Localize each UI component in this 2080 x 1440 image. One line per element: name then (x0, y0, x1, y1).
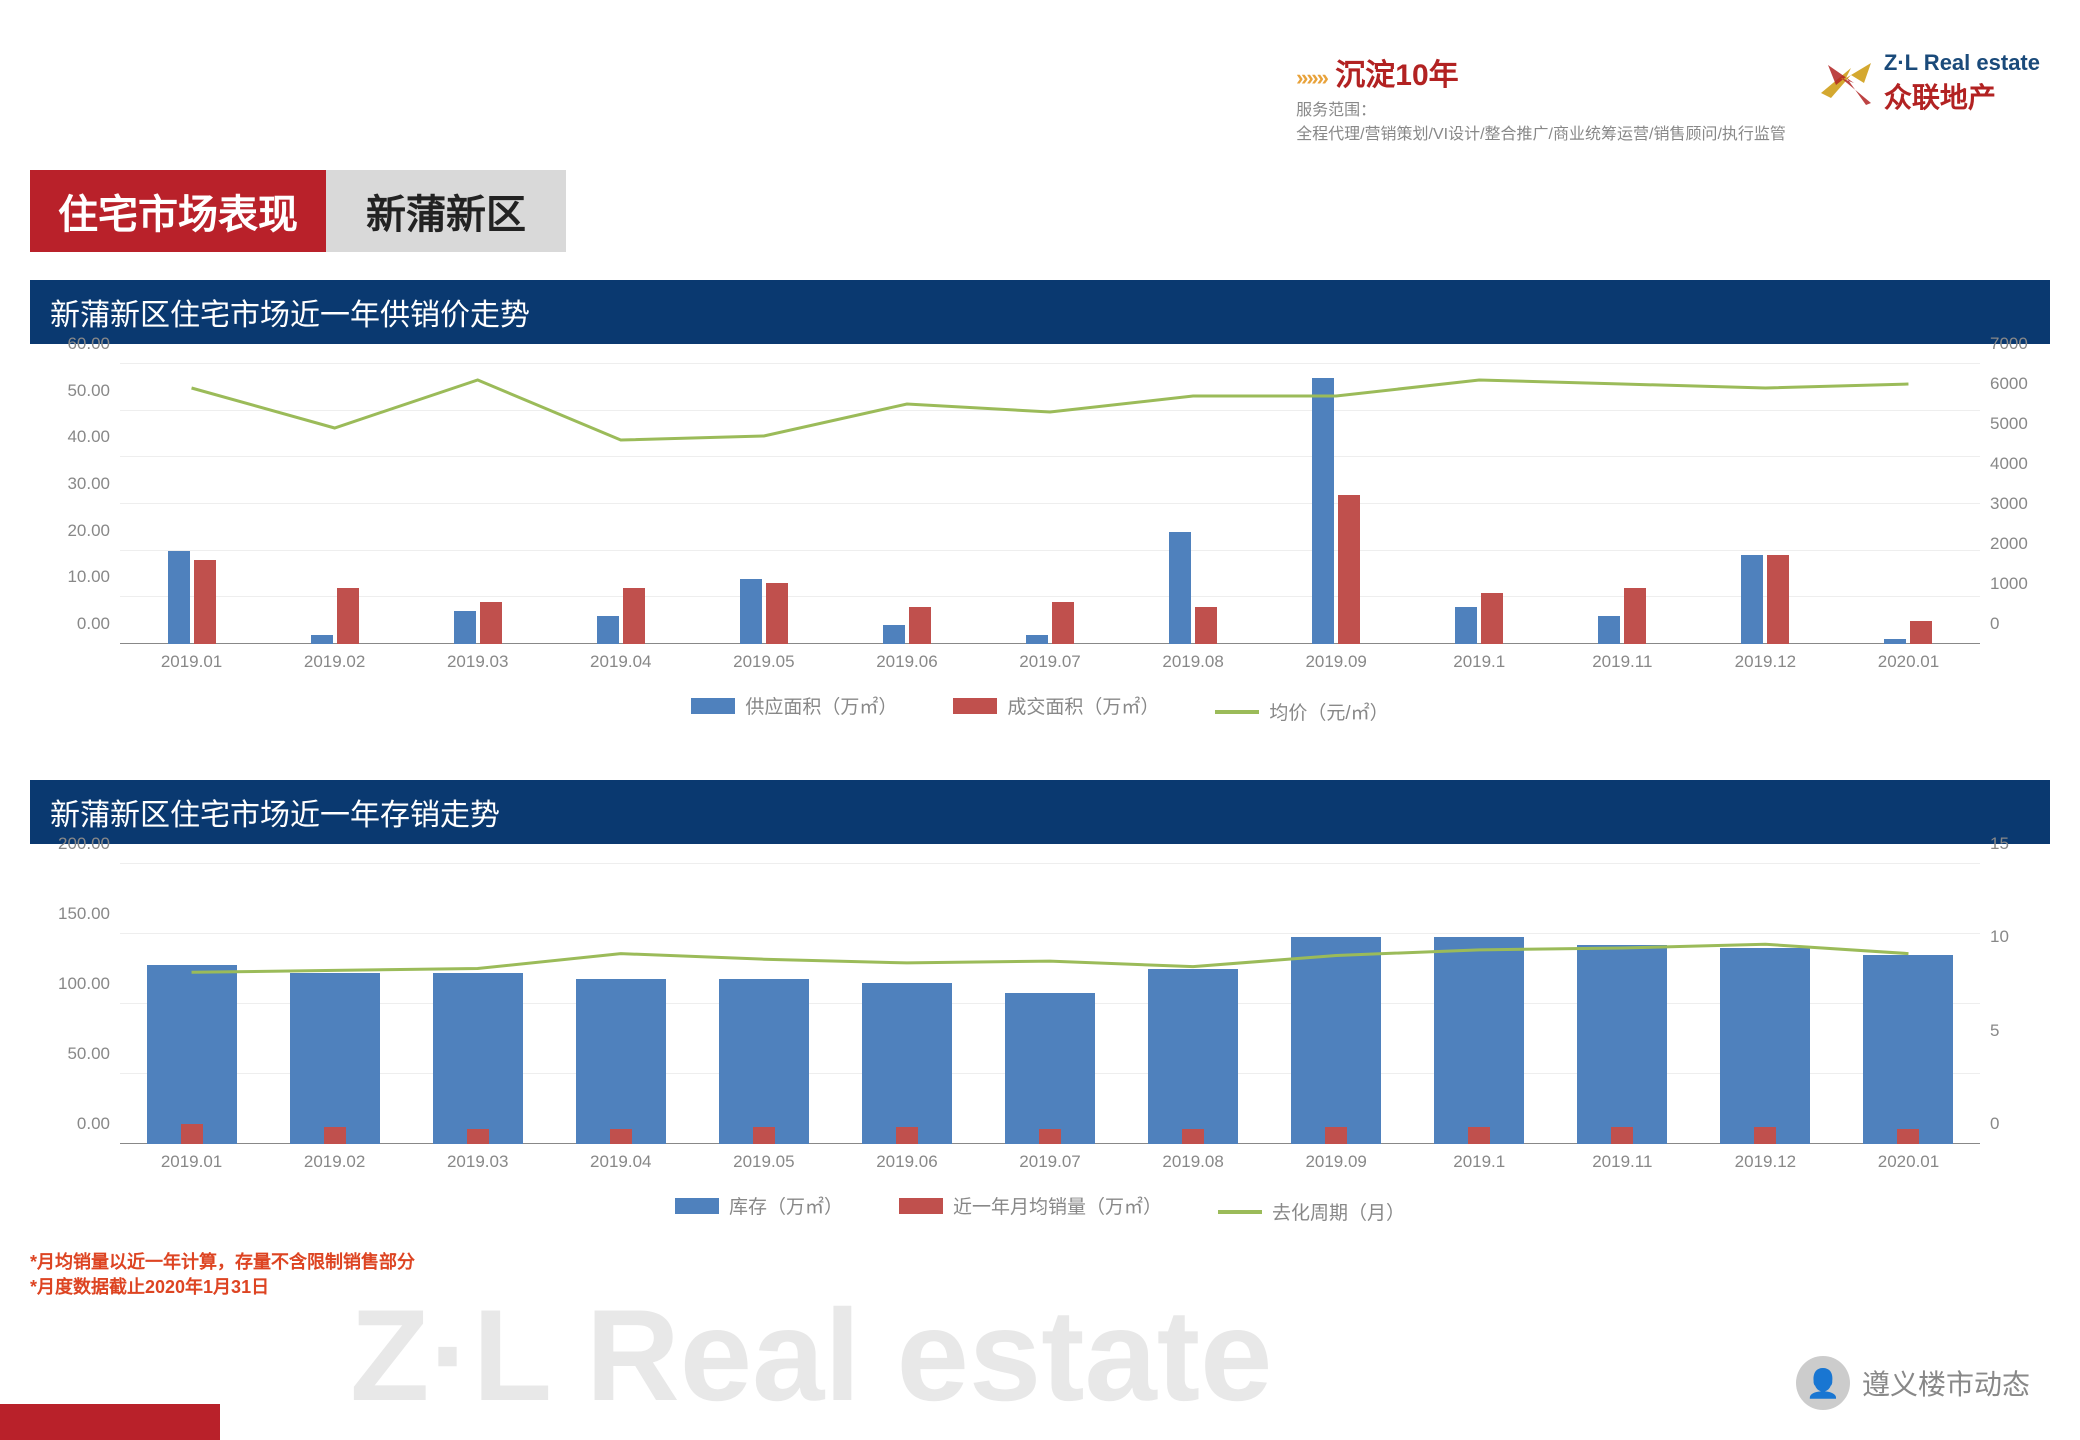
logo-english: Z·L Real estate (1884, 50, 2040, 76)
chart2-title: 新蒲新区住宅市场近一年存销走势 (30, 780, 2050, 844)
tagline-sub2: 全程代理/营销策划/VI设计/整合推广/商业统筹运营/销售顾问/执行监管 (1296, 120, 1786, 144)
y1-tick: 40.00 (40, 427, 110, 447)
line-series (120, 864, 1980, 1144)
signature-text: 遵义楼市动态 (1862, 1363, 2030, 1403)
legend-item: 成交面积（万㎡） (953, 692, 1159, 719)
x-tick: 2019.09 (1265, 652, 1408, 672)
legend-label: 均价（元/㎡） (1269, 698, 1388, 725)
y1-tick: 20.00 (40, 521, 110, 541)
x-tick: 2019.01 (120, 652, 263, 672)
line-series (120, 364, 1980, 644)
title-secondary: 新蒲新区 (326, 170, 566, 252)
logo-chinese: 众联地产 (1884, 76, 2040, 116)
legend-label: 去化周期（月） (1272, 1198, 1405, 1225)
x-tick: 2019.04 (549, 652, 692, 672)
x-tick: 2020.01 (1837, 1152, 1980, 1172)
x-tick: 2019.05 (692, 652, 835, 672)
bottom-accent-bar (0, 1404, 220, 1440)
y1-tick: 200.00 (40, 834, 110, 854)
y1-tick: 100.00 (40, 974, 110, 994)
legend-label: 成交面积（万㎡） (1007, 692, 1159, 719)
x-tick: 2019.1 (1408, 652, 1551, 672)
footnote-1: *月均销量以近一年计算，存量不含限制销售部分 (30, 1250, 415, 1275)
x-tick: 2019.04 (549, 1152, 692, 1172)
x-tick: 2019.08 (1122, 1152, 1265, 1172)
y1-tick: 50.00 (40, 381, 110, 401)
y1-tick: 50.00 (40, 1044, 110, 1064)
logo-arrow-icon (1816, 53, 1876, 113)
legend-swatch (1215, 710, 1259, 714)
logo: Z·L Real estate 众联地产 (1816, 50, 2040, 116)
y1-tick: 150.00 (40, 904, 110, 924)
legend-swatch (675, 1198, 719, 1214)
chart-supply-demand: 新蒲新区住宅市场近一年供销价走势 0.0010.0020.0030.0040.0… (30, 280, 2050, 744)
tagline-arrows: »»» (1296, 65, 1327, 90)
x-tick: 2019.05 (692, 1152, 835, 1172)
chart1-title: 新蒲新区住宅市场近一年供销价走势 (30, 280, 2050, 344)
y2-tick: 6000 (1990, 374, 2060, 394)
x-tick: 2019.08 (1122, 652, 1265, 672)
y1-tick: 0.00 (40, 614, 110, 634)
header: »»» 沉淀10年 服务范围： 全程代理/营销策划/VI设计/整合推广/商业统筹… (1296, 50, 2040, 144)
x-tick: 2019.03 (406, 652, 549, 672)
legend-label: 近一年月均销量（万㎡） (953, 1192, 1162, 1219)
footnotes: *月均销量以近一年计算，存量不含限制销售部分 *月度数据截止2020年1月31日 (30, 1250, 415, 1300)
y1-tick: 60.00 (40, 334, 110, 354)
footnote-2: *月度数据截止2020年1月31日 (30, 1275, 415, 1300)
legend-swatch (953, 698, 997, 714)
chart2-canvas: 0.0050.00100.00150.00200.000510152019.01… (120, 864, 1980, 1144)
legend-label: 库存（万㎡） (729, 1192, 843, 1219)
x-tick: 2019.1 (1408, 1152, 1551, 1172)
page-title-row: 住宅市场表现 新蒲新区 (30, 170, 566, 252)
x-tick: 2019.12 (1694, 1152, 1837, 1172)
chart1-legend: 供应面积（万㎡） 成交面积（万㎡） 均价（元/㎡） (30, 692, 2050, 725)
chart1-canvas: 0.0010.0020.0030.0040.0050.0060.00010002… (120, 364, 1980, 644)
tagline: »»» 沉淀10年 服务范围： 全程代理/营销策划/VI设计/整合推广/商业统筹… (1296, 50, 1786, 144)
chart2-legend: 库存（万㎡） 近一年月均销量（万㎡） 去化周期（月） (30, 1192, 2050, 1225)
y2-tick: 4000 (1990, 454, 2060, 474)
legend-item: 近一年月均销量（万㎡） (899, 1192, 1162, 1219)
legend-swatch (691, 698, 735, 714)
avatar-icon: 👤 (1796, 1356, 1850, 1410)
y1-tick: 30.00 (40, 474, 110, 494)
x-tick: 2019.07 (978, 652, 1121, 672)
x-tick: 2019.12 (1694, 652, 1837, 672)
x-tick: 2019.11 (1551, 1152, 1694, 1172)
y2-tick: 0 (1990, 614, 2060, 634)
legend-swatch (1218, 1210, 1262, 1214)
signature: 👤 遵义楼市动态 (1796, 1356, 2030, 1410)
x-tick: 2019.02 (263, 652, 406, 672)
y2-tick: 15 (1990, 834, 2060, 854)
legend-item: 供应面积（万㎡） (691, 692, 897, 719)
x-tick: 2019.06 (835, 1152, 978, 1172)
x-tick: 2019.06 (835, 652, 978, 672)
legend-swatch (899, 1198, 943, 1214)
y2-tick: 0 (1990, 1114, 2060, 1134)
y1-tick: 10.00 (40, 567, 110, 587)
y2-tick: 2000 (1990, 534, 2060, 554)
tagline-main: 沉淀10年 (1335, 59, 1458, 92)
title-primary: 住宅市场表现 (30, 170, 326, 252)
y2-tick: 5 (1990, 1021, 2060, 1041)
legend-item: 去化周期（月） (1218, 1198, 1405, 1225)
y1-tick: 0.00 (40, 1114, 110, 1134)
x-tick: 2019.11 (1551, 652, 1694, 672)
y2-tick: 10 (1990, 927, 2060, 947)
legend-label: 供应面积（万㎡） (745, 692, 897, 719)
y2-tick: 1000 (1990, 574, 2060, 594)
x-tick: 2019.07 (978, 1152, 1121, 1172)
x-tick: 2019.03 (406, 1152, 549, 1172)
x-tick: 2020.01 (1837, 652, 1980, 672)
y2-tick: 3000 (1990, 494, 2060, 514)
x-tick: 2019.09 (1265, 1152, 1408, 1172)
x-tick: 2019.01 (120, 1152, 263, 1172)
chart-inventory: 新蒲新区住宅市场近一年存销走势 0.0050.00100.00150.00200… (30, 780, 2050, 1244)
legend-item: 库存（万㎡） (675, 1192, 843, 1219)
x-tick: 2019.02 (263, 1152, 406, 1172)
legend-item: 均价（元/㎡） (1215, 698, 1388, 725)
y2-tick: 7000 (1990, 334, 2060, 354)
y2-tick: 5000 (1990, 414, 2060, 434)
tagline-sub1: 服务范围： (1296, 96, 1786, 120)
